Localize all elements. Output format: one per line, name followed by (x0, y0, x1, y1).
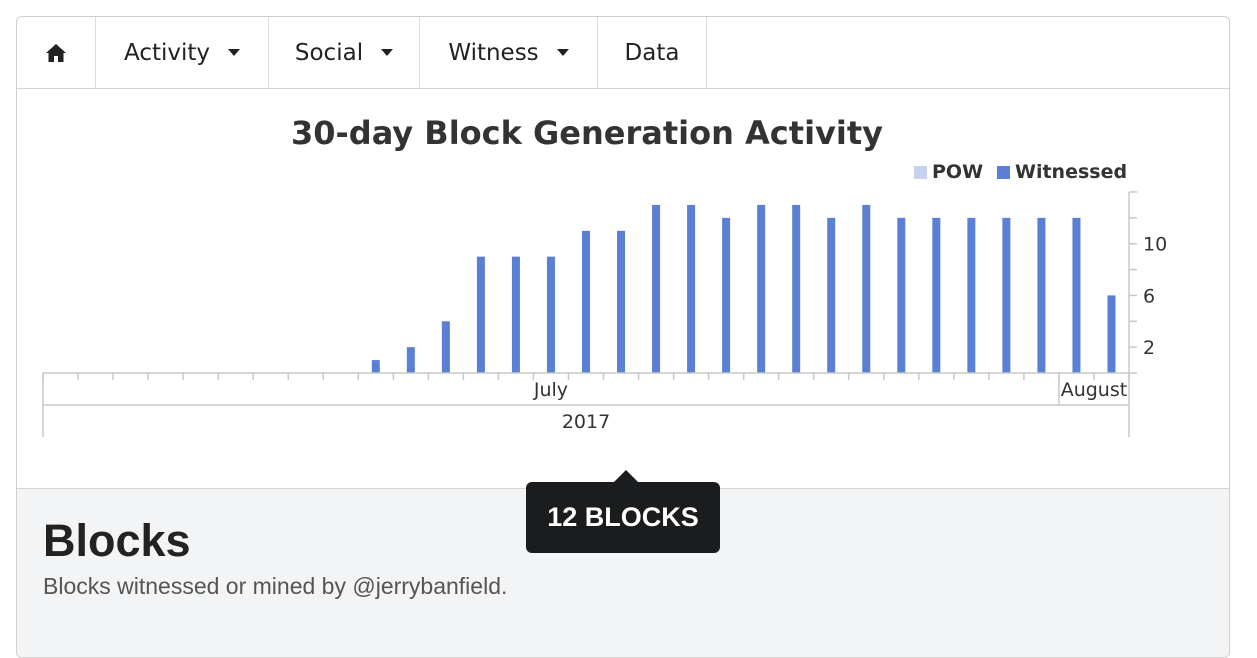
y-tick-label-10: 10 (1143, 234, 1167, 256)
chart-area: 30-day Block Generation Activity POW Wit… (17, 89, 1229, 488)
bar-witnessed-17[interactable] (652, 204, 661, 373)
nav-witness[interactable]: Witness (420, 17, 598, 88)
chart-title: 30-day Block Generation Activity (291, 114, 883, 152)
legend-label-pow[interactable]: POW (932, 161, 983, 183)
bar-witnessed-20[interactable] (757, 204, 766, 373)
bar-witnessed-12[interactable] (476, 256, 485, 373)
bar-witnessed-18[interactable] (687, 204, 696, 373)
nav-data[interactable]: Data (598, 17, 707, 88)
nav-data-label: Data (624, 39, 680, 66)
blocks-heading: Blocks (43, 515, 191, 566)
bar-witnessed-19[interactable] (722, 217, 731, 373)
bar-witnessed-29[interactable] (1072, 217, 1081, 373)
bar-tooltip: 12 BLOCKS (526, 482, 720, 553)
bar-witnessed-16[interactable] (617, 230, 626, 373)
month-label-july: July (533, 379, 568, 401)
y-tick-label-6: 6 (1143, 285, 1155, 307)
bar-witnessed-26[interactable] (967, 217, 976, 373)
blocks-subtitle: Blocks witnessed or mined by @jerrybanfi… (43, 573, 508, 599)
nav-social[interactable]: Social (269, 17, 420, 88)
bar-witnessed-11[interactable] (441, 321, 450, 373)
top-nav: Activity Social Witness Data (17, 17, 1229, 89)
legend-swatch-witnessed (997, 166, 1010, 179)
nav-activity-label: Activity (123, 39, 210, 66)
bar-witnessed-21[interactable] (792, 204, 801, 373)
legend-swatch-pow (914, 166, 927, 179)
tooltip-arrow (614, 470, 638, 482)
nav-home[interactable] (17, 17, 96, 88)
caret-down-icon (381, 49, 394, 56)
caret-down-icon (556, 49, 569, 56)
nav-activity[interactable]: Activity (96, 17, 269, 88)
bar-witnessed-15[interactable] (582, 230, 590, 373)
bar-witnessed-14[interactable] (546, 256, 555, 373)
bar-witnessed-10[interactable] (406, 347, 415, 373)
bar-witnessed-24[interactable] (897, 217, 906, 373)
year-label: 2017 (562, 411, 610, 433)
bar-witnessed-23[interactable] (862, 204, 871, 373)
nav-witness-label: Witness (448, 39, 539, 66)
nav-social-label: Social (294, 39, 364, 66)
blocks-card: Activity Social Witness Data 30-day Bloc… (16, 16, 1230, 658)
bar-witnessed-25[interactable] (932, 217, 941, 373)
bar-witnessed-13[interactable] (511, 256, 520, 373)
bar-witnessed-22[interactable] (827, 217, 836, 373)
bar-witnessed-9[interactable] (371, 360, 380, 373)
caret-down-icon (228, 49, 240, 56)
bar-witnessed-27[interactable] (1002, 217, 1011, 373)
y-tick-label-2: 2 (1143, 337, 1155, 359)
month-label-august: August (1061, 379, 1128, 401)
legend-label-witnessed[interactable]: Witnessed (1015, 161, 1127, 183)
home-icon (46, 43, 66, 62)
bar-witnessed-28[interactable] (1037, 217, 1046, 373)
bar-witnessed-30[interactable] (1107, 295, 1116, 373)
block-activity-chart: 30-day Block Generation Activity POW Wit… (42, 114, 1167, 437)
